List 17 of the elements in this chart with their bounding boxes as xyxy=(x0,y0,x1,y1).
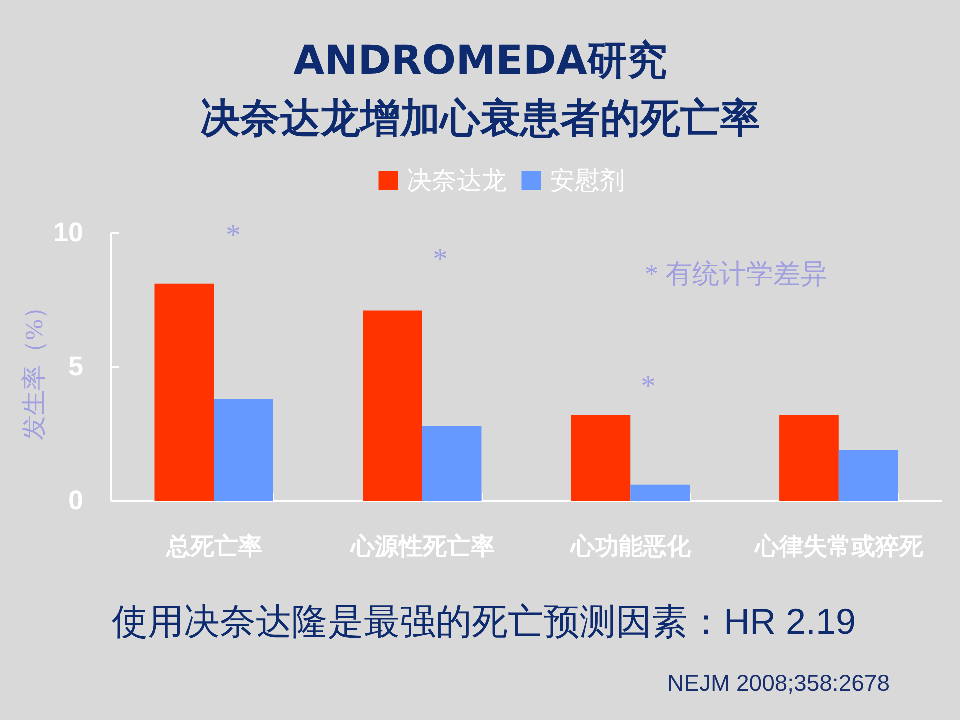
bar xyxy=(214,399,274,501)
annotation: * xyxy=(641,370,656,403)
annotation: * 有统计学差异 xyxy=(645,259,828,289)
chart-subtitle: 决奈达龙增加心衰患者的死亡率 xyxy=(200,96,760,142)
bar xyxy=(838,450,898,501)
chart-title: ANDROMEDA研究 xyxy=(294,38,668,84)
bar xyxy=(154,284,214,501)
annotation: * xyxy=(226,219,241,252)
bar xyxy=(630,484,690,501)
text: 使用决奈达隆是最强的死亡预测因素：HR 2.19 xyxy=(112,600,856,644)
bar xyxy=(571,415,631,501)
bar xyxy=(422,426,482,501)
annotation: * xyxy=(433,243,448,276)
bar xyxy=(363,310,422,501)
bar xyxy=(780,415,839,501)
y-axis-title: 发生率（%） xyxy=(20,294,48,440)
text: NEJM 2008;358:2678 xyxy=(668,670,890,697)
